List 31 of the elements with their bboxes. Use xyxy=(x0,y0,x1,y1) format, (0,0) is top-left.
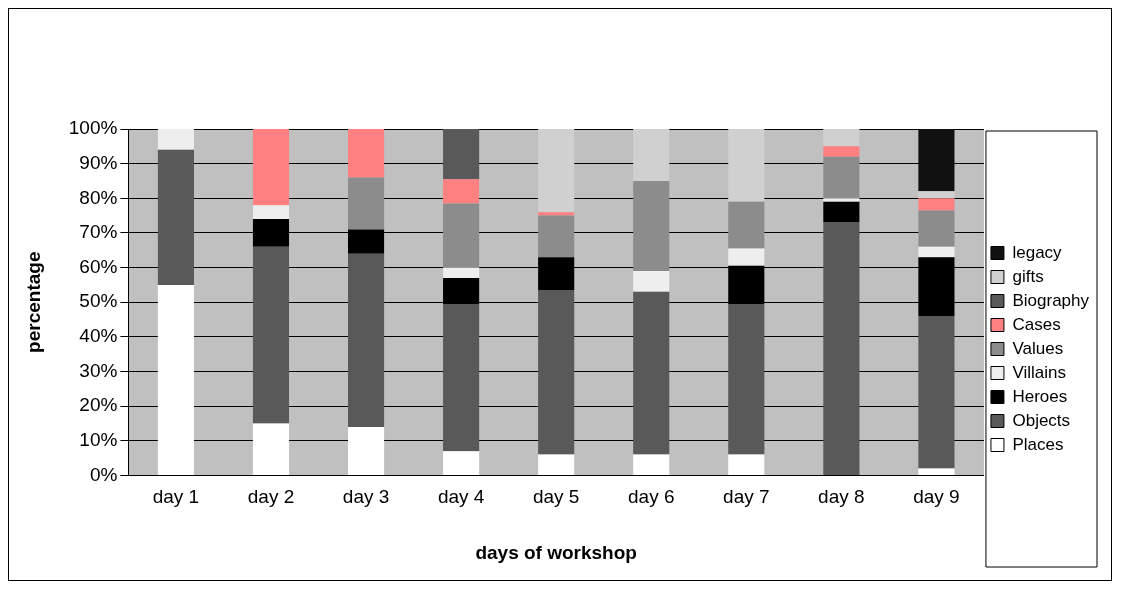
legend-label: Cases xyxy=(1012,314,1061,334)
x-tick-label: day 3 xyxy=(342,486,390,508)
y-tick-label: 100% xyxy=(68,117,118,139)
y-tick-label: 20% xyxy=(79,394,118,416)
legend-label: Biography xyxy=(1012,290,1090,310)
legend-label: Heroes xyxy=(1012,386,1068,406)
y-tick-label: 10% xyxy=(79,428,118,450)
legend-label: gifts xyxy=(1012,266,1044,286)
legend-label: Places xyxy=(1012,434,1064,454)
y-axis-title: percentage xyxy=(22,251,44,353)
y-tick-label: 70% xyxy=(79,221,118,243)
x-tick-label: day 8 xyxy=(818,486,865,508)
y-tick-label: 50% xyxy=(79,290,118,312)
legend-label: Objects xyxy=(1012,410,1071,430)
x-tick-label: day 4 xyxy=(437,486,485,508)
legend-label: Villains xyxy=(1012,362,1067,382)
y-tick-label: 60% xyxy=(79,255,118,277)
x-tick-label: day 5 xyxy=(532,486,580,508)
x-tick-label: day 6 xyxy=(627,486,675,508)
y-tick-label: 80% xyxy=(79,186,118,208)
y-tick-label: 40% xyxy=(79,325,118,347)
x-axis-title: days of workshop xyxy=(475,541,637,563)
x-tick-label: day 2 xyxy=(247,486,295,508)
y-tick-label: 90% xyxy=(79,151,118,173)
x-tick-label: day 7 xyxy=(723,486,770,508)
y-tick-label: 0% xyxy=(89,463,118,485)
y-tick-label: 30% xyxy=(79,359,118,381)
legend-label: Values xyxy=(1012,338,1064,358)
x-tick-label: day 1 xyxy=(152,486,200,508)
x-tick-label: day 9 xyxy=(913,486,960,508)
legend-label: legacy xyxy=(1012,242,1063,262)
